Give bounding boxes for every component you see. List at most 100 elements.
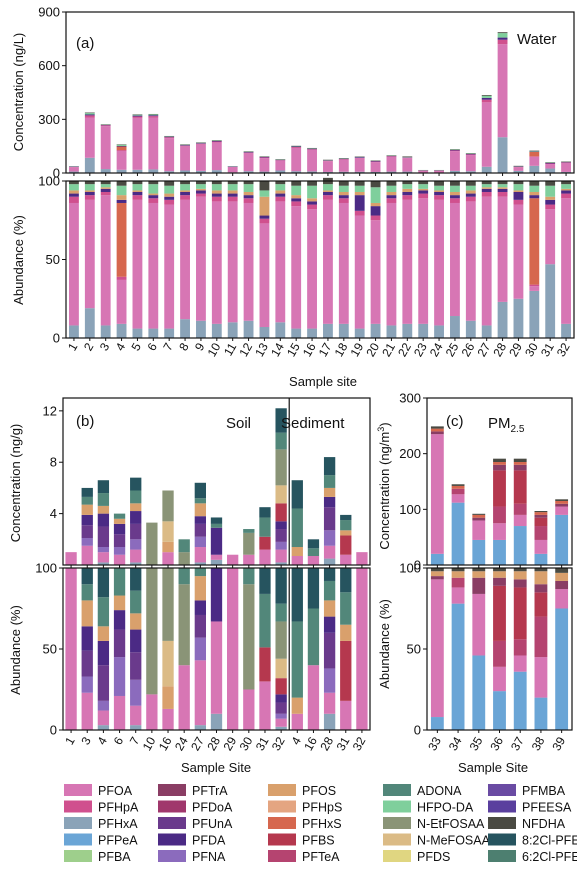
- bar-a-top-22-nfdha: [402, 156, 413, 157]
- bar-b-top-32-adona: [275, 432, 287, 450]
- bar-a-bottom-1-pfhpa: [69, 196, 79, 203]
- bar-c-top-34-pfpea: [451, 502, 465, 565]
- ytick-label-a-top-300: 300: [38, 112, 60, 127]
- bar-a-top-28-hfpo-da: [497, 33, 508, 38]
- xtick-label-a-19: 20: [363, 340, 382, 359]
- bar-a-bottom-14-pfoa: [275, 201, 286, 323]
- bar-a-top-15-pfhxa: [291, 171, 302, 173]
- bar-a-bottom-17-pfoa: [323, 199, 333, 324]
- bar-a-top-31-pfda: [545, 162, 556, 164]
- bar-a-top-28-nfdha: [497, 32, 508, 34]
- xtick-label-b-11: 30: [237, 734, 256, 753]
- bar-a-top-10-hfpo-da: [211, 140, 222, 141]
- panel-a-xlabel: Sample site: [289, 374, 357, 389]
- bar-c-top-39-nfdha: [555, 499, 569, 501]
- panel-c-title-sub: 2.5: [511, 424, 525, 435]
- bar-c-bottom-36-pftra: [493, 577, 506, 586]
- bar-b-bottom-6-adona: [113, 568, 126, 596]
- bar-a-bottom-14-nfdha: [275, 181, 286, 185]
- legend-swatch-pfds: [383, 850, 411, 862]
- bar-a-bottom-6-pfos: [148, 193, 159, 196]
- bar-a-bottom-16-pfoa: [307, 209, 317, 329]
- bar-b-bottom-6-pfos: [113, 595, 126, 611]
- bar-a-bottom-29-nfdha: [513, 181, 524, 185]
- bar-a-bottom-18-pfhpa: [338, 198, 349, 203]
- bar-b-bottom-31-pfoa: [259, 681, 271, 730]
- bar-c-bottom-35-pftra: [472, 577, 486, 594]
- bar-a-bottom-13-nfdha: [259, 181, 270, 191]
- bar-a-top-12-pfhpa: [243, 152, 254, 154]
- bar-a-bottom-4-pfhxa: [116, 323, 127, 338]
- bar-a-bottom-13-pfhpa: [259, 218, 270, 224]
- bar-a-top-9-hfpo-da: [196, 142, 206, 144]
- bar-a-bottom-16-pfhpa: [307, 204, 317, 210]
- bar-c-bottom-37-pfos: [513, 571, 527, 580]
- bar-b-top-16-adona: [307, 548, 320, 557]
- bar-c-bottom-33-pfos: [430, 571, 444, 577]
- bar-c-bottom-38-pfbs: [534, 592, 548, 617]
- legend-swatch-8-2cl-pfesa: [488, 833, 516, 846]
- bar-b-bottom-7-8-2cl-pfesa: [130, 568, 142, 591]
- bar-a-bottom-19-pfda: [354, 195, 365, 211]
- bar-a-top-24-pfoa: [434, 170, 444, 173]
- xtick-label-b-13: 32: [269, 734, 288, 753]
- bar-b-top-31-adona: [340, 520, 352, 531]
- legend-label-pfmba: PFMBA: [522, 784, 566, 798]
- bar-b-bottom-32-adona: [275, 603, 287, 622]
- bar-b-bottom-7-pfos: [130, 613, 142, 630]
- bar-c-top-36-pftea: [493, 506, 506, 524]
- xtick-label-b-18: 32: [350, 734, 369, 753]
- bar-a-top-26-pfhpa: [465, 154, 476, 156]
- bar-a-bottom-1-pfoa: [69, 202, 79, 326]
- bar-a-bottom-31-pfhxa: [545, 264, 556, 338]
- bar-b-top-7-pfhxa: [130, 562, 142, 565]
- xtick-label-b-10: 29: [220, 734, 239, 753]
- bar-b-bottom-3-8-2cl-pfesa: [81, 568, 93, 585]
- legend-swatch-n-etfosaa: [383, 817, 411, 829]
- xtick-label-b-3: 6: [111, 734, 127, 747]
- bar-b-top-28-pfuna: [323, 507, 336, 531]
- bar-a-bottom-30-pfda: [529, 195, 540, 199]
- bar-b-bottom-28-pfda: [210, 568, 223, 622]
- legend-label-pfhpa: PFHpA: [98, 801, 139, 815]
- ytick-label-a-top-600: 600: [38, 58, 60, 73]
- bar-b-bottom-27-pfda: [194, 600, 206, 615]
- bar-a-bottom-27-pfda: [481, 188, 492, 192]
- bar-a-bottom-9-pfhpa: [196, 193, 206, 197]
- bar-a-top-20-pfoa: [370, 162, 381, 172]
- bar-b-top-30-adona: [243, 529, 255, 533]
- bar-a-bottom-19-hfpo-da: [354, 185, 365, 192]
- bar-a-top-15-hfpo-da: [291, 145, 302, 147]
- bar-a-bottom-32-nfdha: [561, 181, 571, 185]
- legend-label-pfdoa: PFDoA: [192, 801, 233, 815]
- bar-b-top-24-n-etfosaa: [178, 552, 190, 565]
- bar-b-bottom-32-pfoa: [356, 568, 368, 730]
- bar-b-bottom-28-pfoa: [323, 692, 336, 714]
- bar-b-bottom-7-adona: [130, 590, 142, 614]
- bar-c-top-38-pfoa: [534, 539, 548, 554]
- bar-a-top-21-pfoa: [386, 156, 397, 172]
- bar-a-top-22-pfhxa: [402, 171, 413, 173]
- bar-a-bottom-16-pfda: [307, 201, 317, 205]
- bar-a-top-5-pfda: [132, 115, 143, 117]
- bar-a-bottom-18-pfda: [338, 195, 349, 199]
- bar-a-bottom-21-nfdha: [386, 181, 397, 186]
- bar-a-bottom-28-pfda: [497, 188, 508, 192]
- bar-a-bottom-8-pfos: [180, 190, 190, 192]
- xtick-label-b-2: 4: [95, 734, 111, 747]
- bar-a-bottom-30-pfhxs: [529, 198, 540, 285]
- bar-a-bottom-15-pfos: [291, 195, 302, 199]
- bar-a-bottom-14-pfhpa: [275, 196, 286, 202]
- bar-b-top-4-pfna: [97, 547, 110, 553]
- bar-a-top-3-pfoa: [100, 126, 111, 170]
- bar-b-top-30-pfoa: [243, 554, 255, 565]
- bar-a-top-9-pfoa: [196, 144, 206, 171]
- bar-a-bottom-28-hfpo-da: [497, 184, 508, 188]
- bar-a-bottom-32-pfda: [561, 190, 571, 194]
- bar-a-bottom-7-pfhxa: [164, 328, 175, 338]
- legend-label-8-2cl-pfesa: 8:2Cl-PFESA: [522, 834, 577, 848]
- bar-a-bottom-29-pfhxa: [513, 298, 524, 338]
- ytick-label-c-top-200: 200: [399, 446, 421, 461]
- bar-a-top-31-pfoa: [545, 164, 556, 169]
- bar-b-top-32-pfbs: [275, 503, 287, 522]
